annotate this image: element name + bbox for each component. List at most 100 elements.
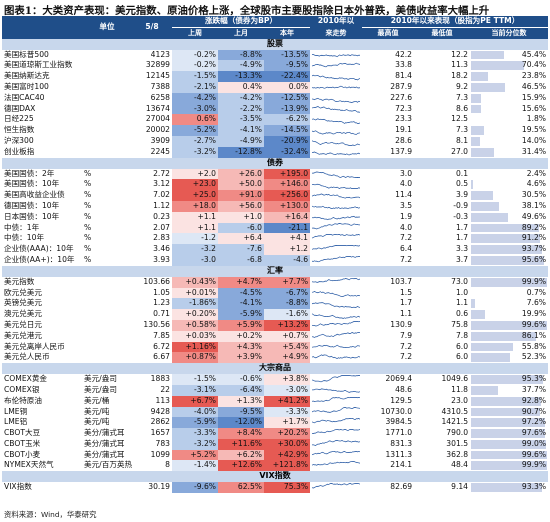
change-week: +0.03% xyxy=(172,330,218,342)
table-row: COMEX黄金 美元/盎司 1883 -1.5% -0.6% +3.8% 2069.4 104… xyxy=(2,374,548,385)
percentile-value: 95.3% xyxy=(521,374,547,384)
sparkline-line xyxy=(312,418,361,424)
sparkline-line xyxy=(312,118,361,125)
sparkline-line xyxy=(312,184,361,190)
table-row: 中债：10年% 2.83 -1.2 +6.4 +4.1 7.2 1.7 91.2% xyxy=(2,233,548,245)
change-week: -5.2% xyxy=(172,125,218,136)
trend-sparkline xyxy=(310,255,362,266)
percentile-bar xyxy=(471,201,499,211)
stat-high: 33.8 xyxy=(395,60,413,70)
change-week: 0.6% xyxy=(172,114,218,126)
change-month: +12.6% xyxy=(218,460,264,472)
trend-sparkline xyxy=(310,417,362,428)
change-week: -3.2 xyxy=(172,244,218,255)
current-percentile: 19.9% xyxy=(470,309,548,320)
latest-value: 1883 xyxy=(150,374,170,384)
percentile-value: 99.6% xyxy=(521,319,547,329)
percentile-value: 45.4% xyxy=(521,49,547,59)
current-percentile: 19.5% xyxy=(470,125,548,136)
percentile-value: 90.7% xyxy=(521,406,547,416)
percentile-bar xyxy=(471,82,506,92)
change-ytd: -22.4% xyxy=(264,71,311,82)
table-row: 美国标普500 4123 -0.2% -8.8% -13.5% 42.2 12.2 45.4% xyxy=(2,49,548,61)
percentile-value: 7.6% xyxy=(526,298,547,308)
change-ytd: +7.7% xyxy=(264,276,311,288)
stat-low: 3.9 xyxy=(455,190,469,200)
stat-low: 3.3 xyxy=(455,244,469,254)
source-footer: 资料来源：Wind，华泰研究 xyxy=(4,510,97,519)
percentile-bar xyxy=(471,439,547,449)
percentile-bar xyxy=(471,245,543,254)
change-month: +5.9% xyxy=(218,319,264,331)
table-row: LME铜 美元/吨 9428 -4.0% -9.5% -3.3% 10730.0 4310.5… xyxy=(2,406,548,418)
table-row: CBOT小麦 美分/蒲式耳 1099 +5.2% +6.2% +42.9% 1311.3 36… xyxy=(2,449,548,461)
page-title: 图表1：大类资产表现：美元指数、原油价格上涨，全球股市主要股指除日本外普跌，美债… xyxy=(4,5,490,16)
latest-value: 0.23 xyxy=(153,211,170,221)
percentile-bar xyxy=(471,299,475,309)
change-week: -1.4% xyxy=(172,460,218,472)
stat-high: 1.5 xyxy=(399,287,413,297)
section-label: VIX指数 xyxy=(2,471,549,483)
current-percentile: 4.6% xyxy=(470,179,548,190)
asset-unit: % xyxy=(84,244,92,254)
sparkline-line xyxy=(312,345,361,349)
asset-unit xyxy=(82,147,132,158)
asset-name: 德国DAX xyxy=(4,103,36,113)
change-week: +25.0 xyxy=(172,190,218,201)
change-ytd: -6.7% xyxy=(264,287,311,299)
stat-high: 831.3 xyxy=(390,438,413,448)
change-week: +5.2% xyxy=(172,449,218,461)
change-month: -0.6% xyxy=(218,374,264,385)
current-percentile: 90.7% xyxy=(470,407,548,418)
percentile-value: 19.9% xyxy=(521,309,547,319)
latest-value: 130.56 xyxy=(143,319,170,329)
header-low: 最低值 xyxy=(414,27,471,39)
latest-value: 20002 xyxy=(145,125,170,135)
trend-sparkline xyxy=(310,233,362,244)
percentile-value: 15.6% xyxy=(521,103,547,113)
sparkline-line xyxy=(312,85,361,89)
change-week: +0.01% xyxy=(172,287,218,299)
asset-name: 欧元兑美元 xyxy=(4,287,42,297)
stat-high: 28.6 xyxy=(395,135,413,145)
percentile-bar xyxy=(471,191,493,200)
percentile-value: 93.3% xyxy=(521,482,547,492)
change-ytd: +16.4 xyxy=(264,211,311,223)
change-ytd: +5.4% xyxy=(264,341,311,353)
asset-unit: 美分/蒲式耳 xyxy=(84,438,125,448)
percentile-bar xyxy=(471,93,482,103)
change-week: +0.43% xyxy=(172,276,218,288)
change-month: +4.3% xyxy=(218,341,264,353)
current-percentile: 30.5% xyxy=(470,190,548,201)
percentile-bar xyxy=(471,331,537,341)
change-week: +18.0 xyxy=(172,200,218,212)
asset-name: COMEX黄金 xyxy=(4,374,48,384)
latest-value: 3.93 xyxy=(153,254,170,264)
change-ytd: +1.2 xyxy=(264,244,311,255)
percentile-value: 1.8% xyxy=(526,114,547,124)
trend-sparkline xyxy=(310,288,362,299)
change-week: +0.58% xyxy=(172,319,218,331)
stat-low: 1.1 xyxy=(455,298,469,308)
asset-unit: 美元/吨 xyxy=(84,417,110,427)
sparkline-line xyxy=(312,151,361,156)
sparkline-line xyxy=(312,302,361,309)
change-ytd: +0.7% xyxy=(264,330,311,342)
latest-value: 2.07 xyxy=(153,222,170,232)
section-header-row: 汇率 xyxy=(2,265,549,277)
sparkline-line xyxy=(312,375,361,383)
header-stats-group: 2010年以来表现（股指为PE TTM） xyxy=(362,16,549,28)
latest-value: 7.02 xyxy=(153,190,170,200)
percentile-bar xyxy=(471,320,547,330)
sparkline-line xyxy=(312,54,361,58)
table-row: 美国国债：2年% 2.72 +2.0 +26.0 +195.0 3.0 0.1 2.4% xyxy=(2,168,548,180)
change-week: -9.6% xyxy=(172,482,218,494)
change-ytd: -20.9% xyxy=(264,135,311,147)
sparkline-line xyxy=(312,429,361,434)
asset-unit: 美分/蒲式耳 xyxy=(84,428,125,438)
change-ytd: -13.5% xyxy=(264,49,311,61)
stat-low: 75.8 xyxy=(451,319,469,329)
asset-name: 美国纳斯达克 xyxy=(4,71,50,81)
table-row: 美元兑日元 130.56 +0.58% +5.9% +13.2% 130.9 75.8 99.… xyxy=(2,319,548,331)
sparkline-line xyxy=(312,106,361,114)
